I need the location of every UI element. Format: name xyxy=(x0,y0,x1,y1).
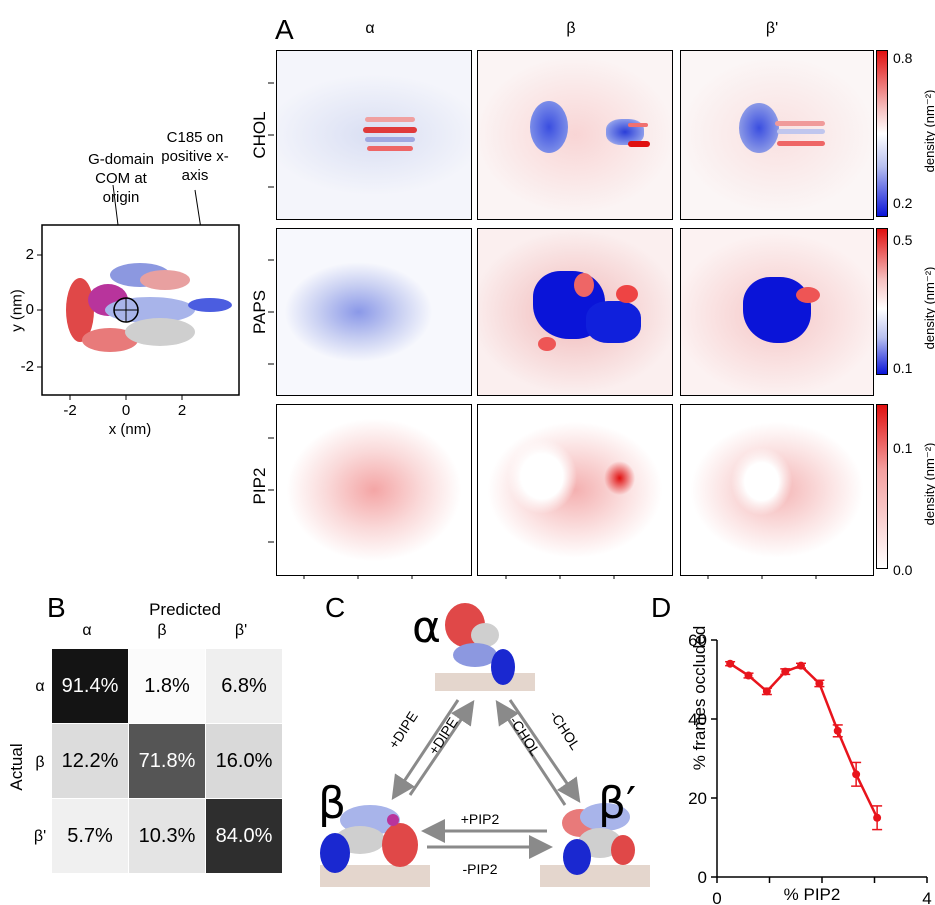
col-header-beta: β xyxy=(566,20,576,37)
heatmap-chol-beta xyxy=(477,50,673,220)
state-diagram xyxy=(320,603,650,887)
chart-d: 60 40 20 00 4 xyxy=(688,631,932,905)
arrow-label-bottom-top: +PIP2 xyxy=(460,811,500,827)
protein-beta xyxy=(320,805,430,887)
colorbar-pip2-bottom: 0.0 xyxy=(893,562,913,578)
inset-xtick-0: -2 xyxy=(63,402,77,419)
heatmap-chol-alpha xyxy=(276,50,472,220)
chart-d-ytick-label: 40 xyxy=(688,710,707,729)
panel-label-a: A xyxy=(275,14,294,45)
colorbar-paps-bottom: 0.1 xyxy=(893,360,913,376)
heatmap-paps-alpha xyxy=(276,228,472,396)
cm-cell-2-1: 10.3% xyxy=(129,799,205,873)
arrow-label-bottom-bottom: -PIP2 xyxy=(462,861,498,877)
colorbar-pip2-top: 0.1 xyxy=(893,440,913,456)
chart-d-xtick-label: 0 xyxy=(712,889,721,905)
chart-d-ytick-label: 20 xyxy=(688,789,707,808)
inset-ytick-2: -2 xyxy=(20,358,34,375)
colorbar-paps xyxy=(876,228,888,375)
chart-d-series-line xyxy=(729,662,879,819)
chart-d-ylabel: % frames occluded xyxy=(690,625,709,771)
colorbar-chol xyxy=(876,50,888,217)
cm-row-header-2: β' xyxy=(33,828,47,845)
chart-d-point xyxy=(833,726,842,735)
protein-alpha xyxy=(435,603,535,691)
heatmap-pip2-beta xyxy=(477,404,673,576)
colorbar-chol-bottom: 0.2 xyxy=(893,195,913,211)
panel-label-d: D xyxy=(651,592,672,623)
cm-cell-1-0: 12.2% xyxy=(52,724,128,798)
chart-d-point xyxy=(762,687,771,696)
cm-cell-2-0: 5.7% xyxy=(52,799,128,873)
state-betaprime: β′ xyxy=(598,778,637,829)
panel-label-b: B xyxy=(47,592,66,623)
colorbar-pip2-label: density (nm⁻²) xyxy=(922,442,935,526)
chart-d-point xyxy=(815,679,824,688)
cm-cell-1-2: 16.0% xyxy=(206,724,282,798)
heatmap-chol-betaprime xyxy=(680,50,874,220)
row-label-chol: CHOL xyxy=(250,111,269,159)
colorbar-chol-label: density (nm⁻²) xyxy=(922,89,935,173)
chart-d-marks xyxy=(725,659,883,831)
cm-cell-0-1: 1.8% xyxy=(129,649,205,723)
inset-figure xyxy=(37,184,240,400)
heatmap-paps-betaprime xyxy=(680,228,874,396)
heatmap-pip2-alpha xyxy=(276,404,472,576)
colorbar-paps-label: density (nm⁻²) xyxy=(922,266,935,350)
inset-ylabel: y (nm) xyxy=(8,289,26,332)
protein-structure xyxy=(66,263,232,352)
cm-title: Predicted xyxy=(149,600,221,619)
colorbar-pip2 xyxy=(876,404,888,569)
col-header-alpha: α xyxy=(365,20,375,37)
inset-ytick-0: 2 xyxy=(25,246,34,263)
chart-d-point xyxy=(852,770,861,779)
c185-label: C185 on positive x-axis xyxy=(161,129,229,184)
cm-actual-label: Actual xyxy=(7,743,26,791)
colorbar-paps-top: 0.5 xyxy=(893,232,913,248)
inset-xtick-2: 2 xyxy=(177,402,187,419)
cm-col-header-0: α xyxy=(82,622,92,639)
cm-row-header-0: α xyxy=(35,678,45,695)
inset-ytick-1: 0 xyxy=(25,301,34,318)
heatmap-pip2-betaprime xyxy=(680,404,874,576)
cm-cell-0-2: 6.8% xyxy=(206,649,282,723)
chart-d-xlabel: % PIP2 xyxy=(783,885,841,904)
cm-col-header-2: β' xyxy=(234,622,248,639)
chart-d-point xyxy=(726,659,735,668)
cm-row-header-1: β xyxy=(35,754,45,771)
inset-xtick-1: 0 xyxy=(121,402,131,419)
inset-xlabel: x (nm) xyxy=(108,421,152,438)
cm-cell-0-0: 91.4% xyxy=(52,649,128,723)
colorbar-chol-top: 0.8 xyxy=(893,50,913,66)
com-label: G-domain COM at origin xyxy=(88,151,154,206)
chart-d-point xyxy=(873,813,882,822)
protein-betaprime xyxy=(540,803,650,887)
cm-col-header-1: β xyxy=(157,622,167,639)
chart-d-ytick-label: 0 xyxy=(698,868,707,887)
state-alpha: α xyxy=(412,602,442,653)
row-label-paps: PAPS xyxy=(250,289,269,335)
col-header-betaprime: β' xyxy=(765,20,779,37)
panel-label-c: C xyxy=(325,592,346,623)
heatmap-paps-beta xyxy=(477,228,673,396)
chart-d-xtick-label: 4 xyxy=(922,889,931,905)
chart-d-ytick-label: 60 xyxy=(688,631,707,650)
chart-d-point xyxy=(797,661,805,670)
row-label-pip2: PIP2 xyxy=(250,467,269,505)
chart-d-axes: 60 40 20 00 4 xyxy=(688,631,932,905)
cm-cell-1-1: 71.8% xyxy=(129,724,205,798)
cm-cell-2-2: 84.0% xyxy=(206,799,282,873)
state-beta: β xyxy=(318,778,347,829)
chart-d-point xyxy=(744,671,753,680)
chart-d-point xyxy=(781,667,790,676)
